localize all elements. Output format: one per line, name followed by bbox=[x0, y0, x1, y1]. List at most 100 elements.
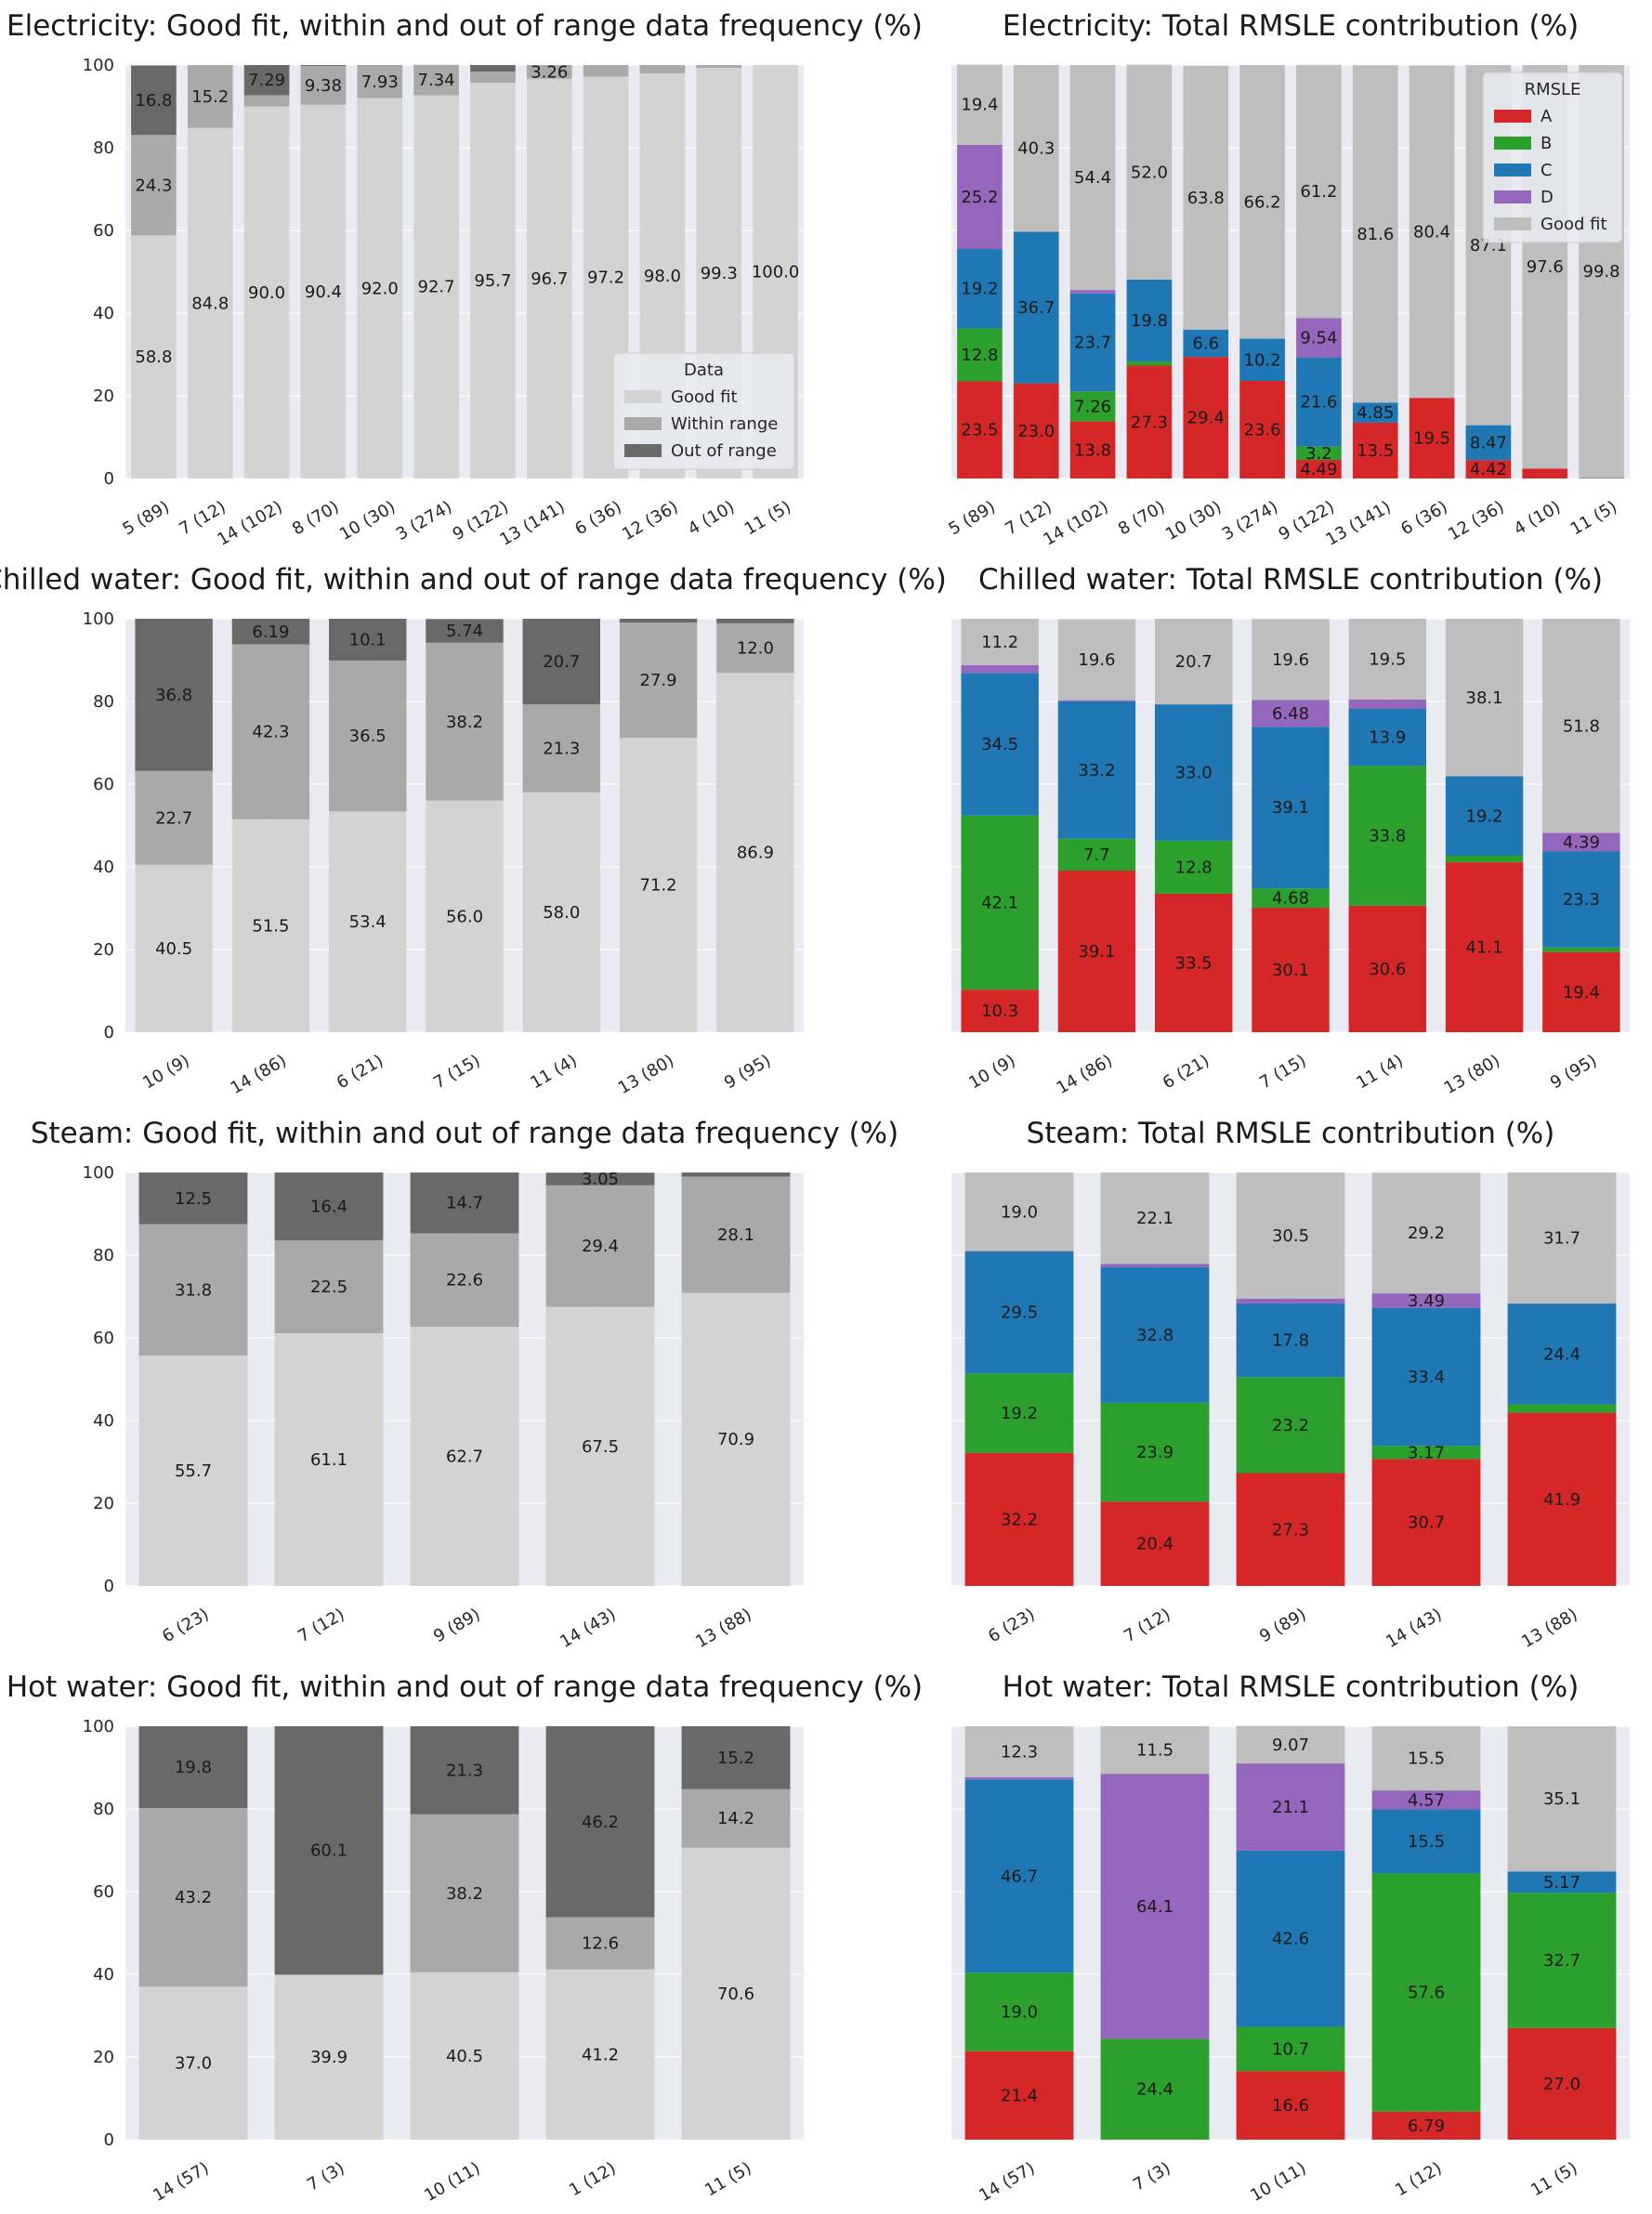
series-c bbox=[964, 1779, 1617, 2027]
data-label: 22.1 bbox=[1136, 1209, 1173, 1228]
data-label: 46.7 bbox=[1001, 1867, 1038, 1886]
data-label: 19.5 bbox=[1413, 429, 1450, 449]
x-tick-label: 10 (9) bbox=[139, 1051, 192, 1093]
x-tick-label: 10 (30) bbox=[1162, 497, 1225, 544]
chart-title: Hot water: Good fit, within and out of r… bbox=[7, 1670, 923, 1704]
data-label: 71.2 bbox=[640, 876, 677, 896]
bar-segment bbox=[1155, 704, 1233, 841]
data-label: 9.38 bbox=[305, 76, 342, 96]
data-label: 6.6 bbox=[1192, 334, 1219, 353]
data-label: 4.42 bbox=[1470, 460, 1507, 479]
x-tick-label: 4 (10) bbox=[1511, 497, 1564, 539]
bar-segment bbox=[426, 619, 504, 643]
data-label: 30.1 bbox=[1272, 961, 1309, 980]
bar-segment bbox=[187, 65, 233, 128]
bar-segment bbox=[1013, 65, 1059, 232]
data-label: 80.4 bbox=[1413, 222, 1450, 242]
data-label: 55.7 bbox=[175, 1461, 212, 1481]
data-label: 51.5 bbox=[252, 916, 289, 936]
data-label: 7.7 bbox=[1083, 845, 1110, 865]
data-label: 36.7 bbox=[1017, 298, 1055, 318]
bar-segment bbox=[135, 619, 213, 771]
data-label: 29.4 bbox=[1187, 409, 1225, 428]
bar-segment bbox=[1239, 338, 1285, 381]
bar-segment bbox=[1252, 727, 1330, 889]
bar-segment bbox=[410, 1173, 519, 1234]
bar-segment bbox=[545, 1306, 655, 1586]
data-label: 13.5 bbox=[1357, 441, 1394, 461]
bar-segment bbox=[696, 65, 742, 69]
series-d bbox=[961, 664, 1620, 852]
data-label: 10.3 bbox=[981, 1002, 1018, 1021]
data-label: 27.3 bbox=[1272, 1520, 1309, 1539]
bar-segment bbox=[413, 64, 459, 96]
x-tick-label: 10 (11) bbox=[1247, 2158, 1309, 2206]
bar-segment bbox=[545, 1969, 655, 2140]
y-tick-label: 0 bbox=[104, 2130, 114, 2150]
bar-segment bbox=[1445, 855, 1524, 863]
x-tick-label: 10 (30) bbox=[336, 497, 399, 544]
bar-segment bbox=[957, 64, 1003, 145]
data-label: 10.7 bbox=[1272, 2039, 1309, 2059]
data-label: 27.3 bbox=[1131, 413, 1168, 432]
chart-3: 10.3 39.1 33.5 30.1 30.6 41.1 19.4 42.1 7.7 12.8 4… bbox=[951, 563, 1630, 1098]
data-label: 19.8 bbox=[1131, 311, 1168, 331]
bar-segment bbox=[545, 1917, 655, 1970]
data-label: 41.9 bbox=[1543, 1490, 1580, 1510]
bar-segment bbox=[961, 673, 1039, 816]
bar-segment bbox=[410, 1726, 519, 1814]
bar-segment bbox=[1183, 329, 1229, 358]
x-tick-label: 13 (88) bbox=[692, 1605, 754, 1652]
y-tick-label: 40 bbox=[93, 304, 114, 323]
data-label: 42.1 bbox=[981, 893, 1018, 912]
data-label: 19.6 bbox=[1078, 650, 1115, 670]
data-label: 33.8 bbox=[1369, 827, 1406, 846]
bar-segment bbox=[1507, 1404, 1617, 1413]
data-label: 29.5 bbox=[1001, 1304, 1038, 1323]
bar-segment bbox=[410, 1972, 519, 2140]
data-label: 38.2 bbox=[446, 1884, 483, 1904]
bar-segment bbox=[1236, 1850, 1345, 2027]
bar-segment bbox=[1348, 699, 1426, 709]
data-label: 10.1 bbox=[349, 630, 387, 649]
bar-segment bbox=[1348, 708, 1426, 766]
bar-segment bbox=[1522, 468, 1568, 478]
legend-label: B bbox=[1541, 134, 1552, 153]
data-label: 9.54 bbox=[1300, 328, 1337, 347]
bar-segment bbox=[681, 1292, 791, 1586]
bar-segment bbox=[1296, 446, 1342, 461]
series-d bbox=[957, 144, 1624, 478]
data-label: 11.5 bbox=[1136, 1741, 1173, 1761]
data-label: 84.8 bbox=[191, 294, 229, 313]
series-c bbox=[961, 673, 1620, 948]
bar-segment bbox=[1348, 905, 1426, 1032]
x-tick-label: 4 (10) bbox=[685, 497, 738, 539]
bar-segment bbox=[410, 1326, 519, 1586]
legend-frame bbox=[612, 352, 795, 470]
bar-segment bbox=[1236, 1763, 1345, 1851]
legend-swatch bbox=[1494, 110, 1531, 123]
data-label: 16.8 bbox=[135, 91, 172, 111]
data-label: 12.8 bbox=[1175, 858, 1213, 877]
legend-swatch bbox=[1494, 137, 1531, 150]
bar-segment bbox=[135, 864, 213, 1032]
data-label: 39.9 bbox=[310, 2048, 347, 2067]
bar-segment bbox=[329, 660, 407, 812]
bar-segment bbox=[1371, 1307, 1481, 1447]
bar-segment bbox=[1100, 1402, 1210, 1502]
bar-segment bbox=[1542, 947, 1620, 952]
data-label: 36.8 bbox=[155, 686, 192, 705]
bar-segment bbox=[1507, 1871, 1617, 1893]
bar-segment bbox=[681, 1788, 791, 1848]
bar-segment bbox=[131, 235, 177, 478]
data-label: 4.49 bbox=[1300, 460, 1337, 479]
series-b bbox=[964, 1373, 1617, 1502]
y-tick-label: 100 bbox=[83, 56, 114, 75]
x-tick-label: 6 (36) bbox=[1397, 497, 1450, 539]
x-tick-label: 12 (36) bbox=[619, 497, 681, 544]
data-label: 19.2 bbox=[1001, 1404, 1038, 1423]
data-label: 90.0 bbox=[248, 283, 285, 303]
x-tick-label: 9 (89) bbox=[1256, 1605, 1309, 1646]
data-label: 99.3 bbox=[701, 264, 738, 283]
bar-segment bbox=[274, 1974, 384, 2140]
